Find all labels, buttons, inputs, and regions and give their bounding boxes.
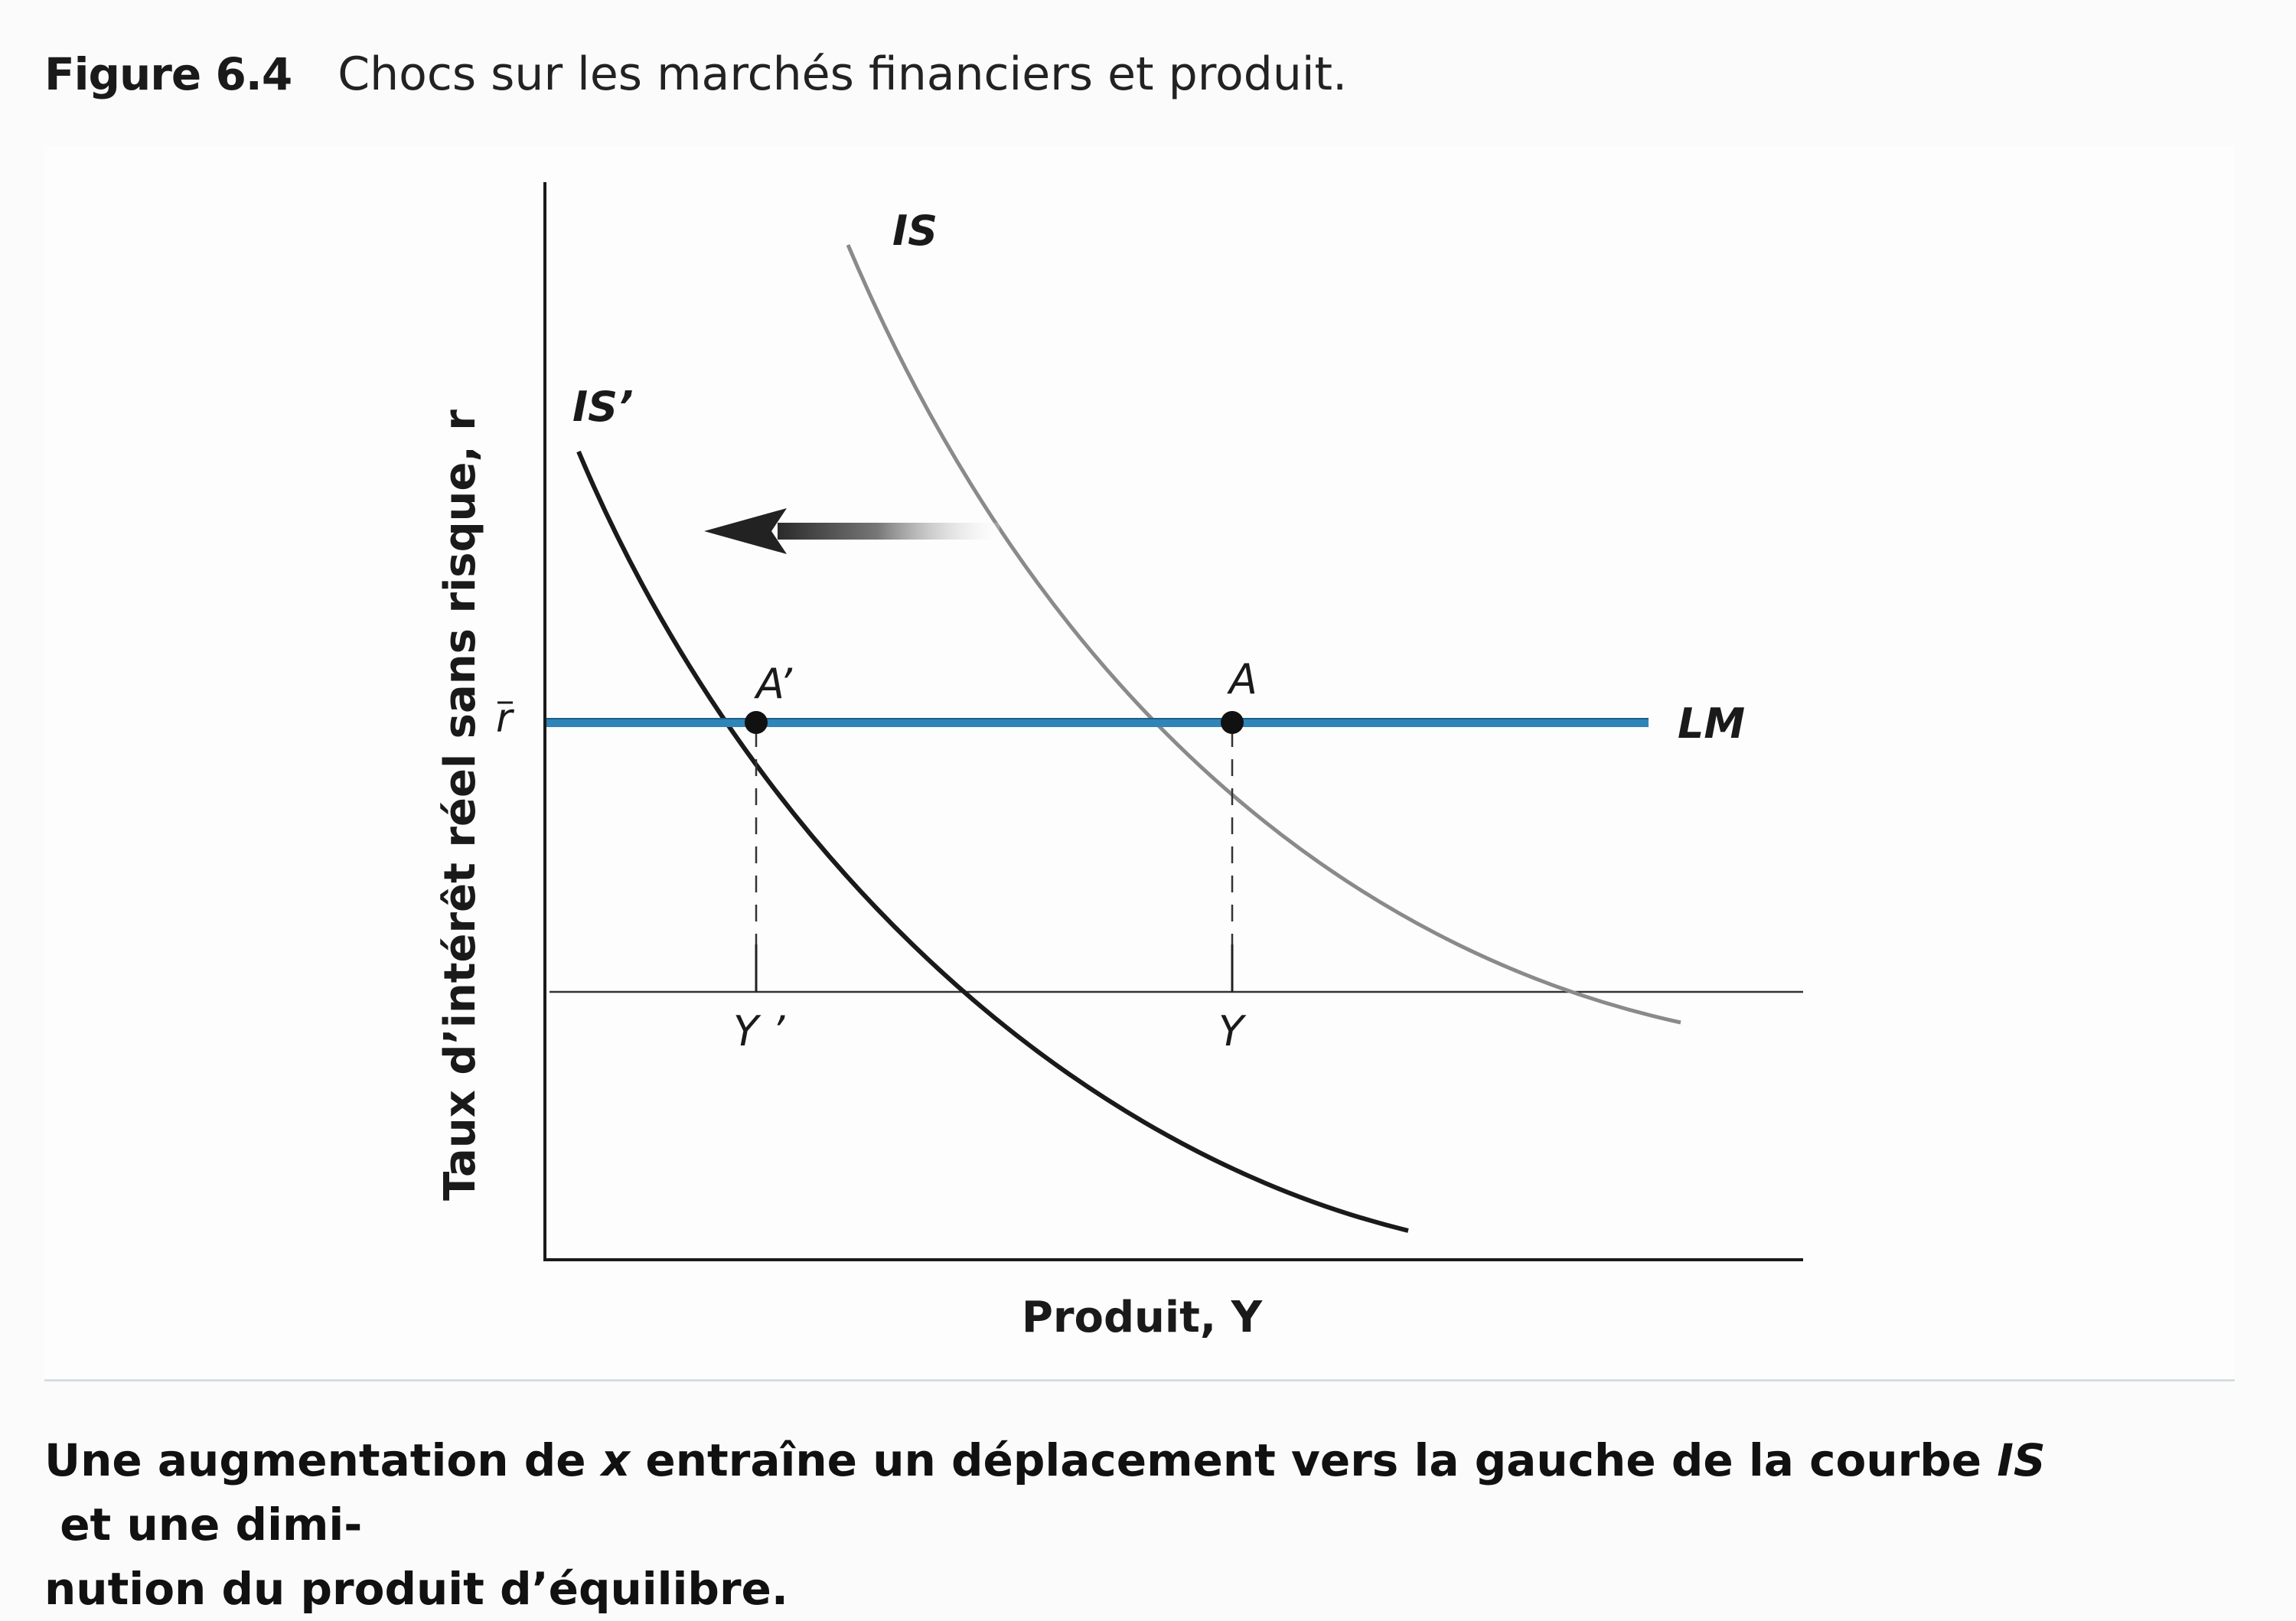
- lm-label: LM: [1678, 700, 1745, 748]
- point-a-label: A: [1227, 655, 1257, 703]
- r-bar-label: r: [496, 696, 515, 742]
- caption-variable-x: x: [601, 1434, 631, 1486]
- x-axis-title: Produit, Y: [1022, 1293, 1264, 1342]
- figure-caption: Une augmentation de x entraîne un déplac…: [44, 1428, 2249, 1621]
- point-a: [1221, 711, 1244, 734]
- caption-text-3: et une dimi-: [44, 1499, 363, 1551]
- shift-arrow-head: [704, 508, 787, 554]
- is-prime-curve: [576, 450, 1409, 1233]
- is-label: IS: [892, 207, 938, 255]
- shift-arrow-shaft: [778, 523, 1000, 540]
- x-tick-label-y: Y: [1218, 1007, 1247, 1055]
- caption-text-2: entraîne un déplacement vers la gauche d…: [630, 1434, 1998, 1486]
- is-curve: [846, 244, 1681, 1025]
- diagram-panel: IS IS’ LM A’ A Y ’ Y r Produit, Y Taux d…: [44, 145, 2235, 1381]
- is-prime-label: IS’: [572, 383, 634, 431]
- caption-line-2: nution du produit d’équilibre.: [44, 1563, 788, 1615]
- y-axis-title: Taux d’intérêt réel sans risque, r: [435, 409, 485, 1201]
- is-lm-diagram: IS IS’ LM A’ A Y ’ Y r Produit, Y Taux d…: [435, 182, 1803, 1342]
- figure-header: Figure 6.4 Chocs sur les marchés financie…: [44, 47, 1347, 101]
- x-tick-label-y-prime: Y ’: [733, 1007, 785, 1055]
- figure-label: Figure 6.4: [44, 48, 292, 100]
- point-a-prime-label: A’: [754, 660, 793, 708]
- caption-line-1: Une augmentation de x entraîne un déplac…: [44, 1428, 2249, 1557]
- figure-title: Chocs sur les marchés financiers et prod…: [338, 47, 1348, 101]
- caption-is: IS: [1997, 1434, 2046, 1486]
- caption-text-1: Une augmentation de: [44, 1434, 602, 1486]
- point-a-prime: [745, 711, 768, 734]
